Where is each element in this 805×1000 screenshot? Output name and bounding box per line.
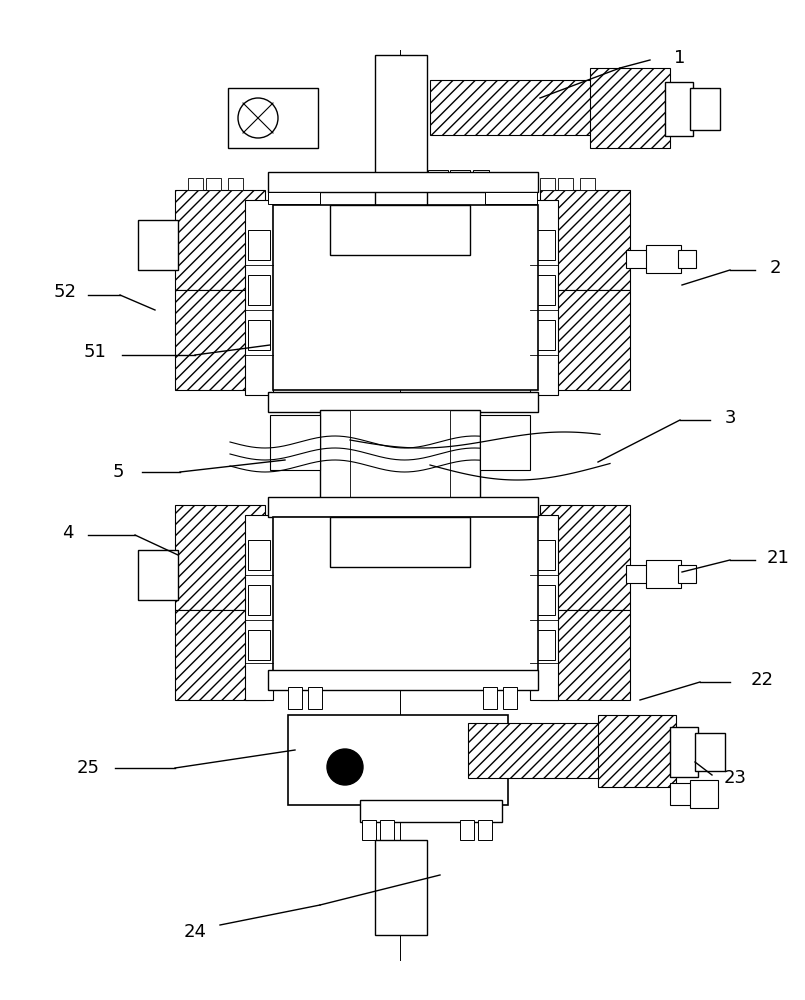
Bar <box>580 178 595 190</box>
Bar <box>268 670 538 690</box>
Bar <box>330 517 470 567</box>
Bar <box>480 415 530 470</box>
Bar <box>678 250 696 268</box>
Bar <box>362 820 376 840</box>
Bar <box>268 497 538 517</box>
Bar <box>268 392 538 412</box>
Bar <box>450 170 470 188</box>
Bar <box>175 290 265 390</box>
Bar <box>558 178 573 190</box>
Bar <box>375 840 427 935</box>
Bar <box>530 200 558 395</box>
Bar <box>540 178 555 190</box>
Bar <box>248 275 270 305</box>
Bar <box>695 733 725 771</box>
Bar <box>273 517 538 677</box>
Bar <box>670 727 698 777</box>
Bar <box>138 220 178 270</box>
Bar <box>360 800 502 822</box>
Bar <box>540 505 630 610</box>
Bar <box>320 410 480 505</box>
Bar <box>288 715 508 805</box>
Text: 52: 52 <box>53 283 76 301</box>
Bar <box>670 783 692 805</box>
Bar <box>540 610 630 700</box>
Bar <box>503 687 517 709</box>
Bar <box>380 820 394 840</box>
Text: 51: 51 <box>84 343 106 361</box>
Text: 23: 23 <box>724 769 746 787</box>
Bar <box>428 170 448 188</box>
Bar <box>590 68 670 148</box>
Bar <box>533 230 555 260</box>
Bar <box>533 540 555 570</box>
Text: 24: 24 <box>184 923 207 941</box>
Bar <box>268 192 320 204</box>
Bar <box>245 200 273 395</box>
Bar <box>533 320 555 350</box>
Bar <box>626 250 648 268</box>
Bar <box>533 275 555 305</box>
Text: 4: 4 <box>62 524 74 542</box>
Text: 5: 5 <box>112 463 124 481</box>
Bar <box>468 723 633 778</box>
Bar <box>430 80 610 135</box>
Bar <box>248 630 270 660</box>
Bar <box>665 82 693 136</box>
Bar <box>268 172 538 192</box>
Bar <box>175 610 265 700</box>
Bar <box>690 88 720 130</box>
Bar <box>245 515 273 700</box>
Bar <box>478 820 492 840</box>
Circle shape <box>327 749 363 785</box>
Bar <box>646 245 681 273</box>
Bar <box>248 585 270 615</box>
Bar <box>273 205 538 390</box>
Bar <box>228 88 318 148</box>
Bar <box>206 178 221 190</box>
Text: 2: 2 <box>770 259 781 277</box>
Bar <box>626 565 648 583</box>
Bar <box>288 687 302 709</box>
Bar <box>533 585 555 615</box>
Bar <box>473 170 489 184</box>
Bar <box>485 192 537 204</box>
Bar <box>460 820 474 840</box>
Bar <box>540 290 630 390</box>
Bar <box>270 415 320 470</box>
Bar <box>248 320 270 350</box>
Bar <box>248 230 270 260</box>
Text: 1: 1 <box>675 49 686 67</box>
Bar <box>138 550 178 600</box>
Bar <box>308 687 322 709</box>
Text: 22: 22 <box>750 671 774 689</box>
Bar <box>678 565 696 583</box>
Bar <box>330 205 470 255</box>
Bar <box>350 410 450 505</box>
Circle shape <box>238 98 278 138</box>
Bar <box>540 190 630 290</box>
Bar <box>248 540 270 570</box>
Bar <box>530 515 558 700</box>
Bar <box>598 715 676 787</box>
Bar <box>690 780 718 808</box>
Bar <box>375 55 427 215</box>
Bar <box>646 560 681 588</box>
Text: 3: 3 <box>724 409 736 427</box>
Bar <box>175 190 265 290</box>
Bar <box>533 630 555 660</box>
Bar <box>483 687 497 709</box>
Text: 25: 25 <box>76 759 100 777</box>
Text: 21: 21 <box>766 549 790 567</box>
Bar <box>188 178 203 190</box>
Bar <box>175 505 265 610</box>
Bar <box>228 178 243 190</box>
